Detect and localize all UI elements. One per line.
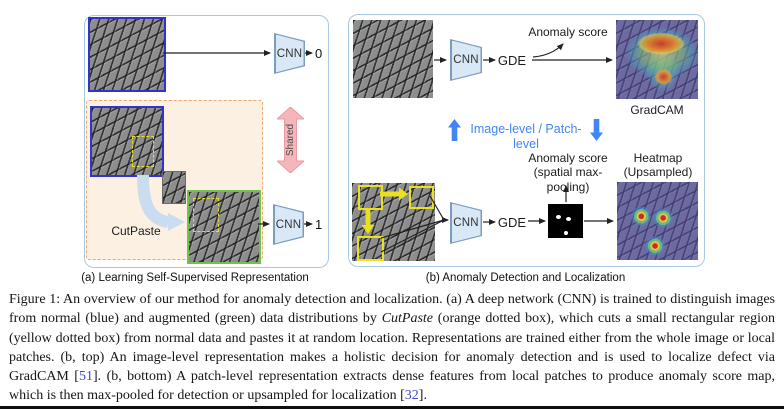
patch-level-down-arrow-icon [590,119,603,141]
panel-b-caption: (b) Anomaly Detection and Localization [425,272,626,284]
score-dot [556,215,561,219]
shared-label: Shared [285,124,296,156]
cnn-label: CNN [275,218,302,231]
level-toggle-label: Image-level / Patch-level [470,122,582,151]
panel-a-caption: (a) Learning Self-Supervised Representat… [81,272,309,284]
heatmap-line2: (Upsampled) [623,165,693,180]
cnn-block-b-top: CNN [450,39,482,81]
page-rule [0,406,784,409]
image-level-up-arrow-icon [448,119,461,141]
cnn-block-a-top: CNN [274,33,305,74]
pooled-score-label: Anomaly score (spatial max-pooling) [513,151,623,194]
heatmap-blobs-overlay [617,182,698,260]
heatmap-line1: Heatmap [633,151,683,165]
cutpaste-italic: CutPaste [381,311,434,327]
upsampled-heatmap-image [617,182,698,260]
caption-text: ]. [418,388,427,404]
cnn-label: CNN [453,217,479,229]
gradcam-heat-overlay [616,20,698,99]
caption-text: Figure 1: An overview of our method for … [9,292,775,327]
gde-bottom-label: GDE [497,215,527,230]
cnn-block-fill [451,203,481,243]
cutpaste-label: CutPaste [111,224,161,238]
cnn-block-b-bottom: CNN [450,202,482,244]
pooled-score-line2: (spatial max-pooling) [533,165,603,194]
caption-text: ]. (b, bottom) A patch-level representat… [9,369,775,404]
patch-box-2 [409,186,434,209]
score-dot [564,231,568,235]
pooled-score-line1: Anomaly score [528,151,608,165]
normal-sample-image [88,17,166,92]
patch-box-1 [358,185,383,210]
citation-32-link[interactable]: 32 [404,388,419,404]
anomaly-score-map [548,204,583,238]
cnn-block-a-bottom: CNN [273,204,304,245]
caption-text: (orange dotted box), which cuts a small … [9,311,775,385]
output-label-0: 0 [315,46,323,61]
cnn-label: CNN [276,47,303,60]
cnn-label: CNN [453,54,479,66]
heatmap-label: Heatmap (Upsampled) [617,151,699,180]
pasted-region-outline [193,198,219,232]
cnn-block-fill [275,34,304,73]
test-image-top [353,20,433,98]
citation-51-link[interactable]: 51 [78,369,93,385]
cnn-block-fill [451,40,481,80]
cut-patch-image [162,171,186,204]
augmented-sample-image [187,190,261,264]
figure-caption: Figure 1: An overview of our method for … [9,290,775,406]
shared-weights-arrow-icon: Shared [277,107,304,173]
anomaly-score-label: Anomaly score [528,25,608,39]
output-label-1: 1 [315,217,323,232]
score-dot [566,217,571,221]
cnn-block-fill [274,205,303,244]
gde-top-label: GDE [497,53,527,68]
gradcam-label: GradCAM [630,103,684,117]
normal-source-image [90,106,164,177]
gradcam-image [616,20,698,99]
cut-region-outline [132,136,154,167]
patch-box-3 [357,236,384,261]
